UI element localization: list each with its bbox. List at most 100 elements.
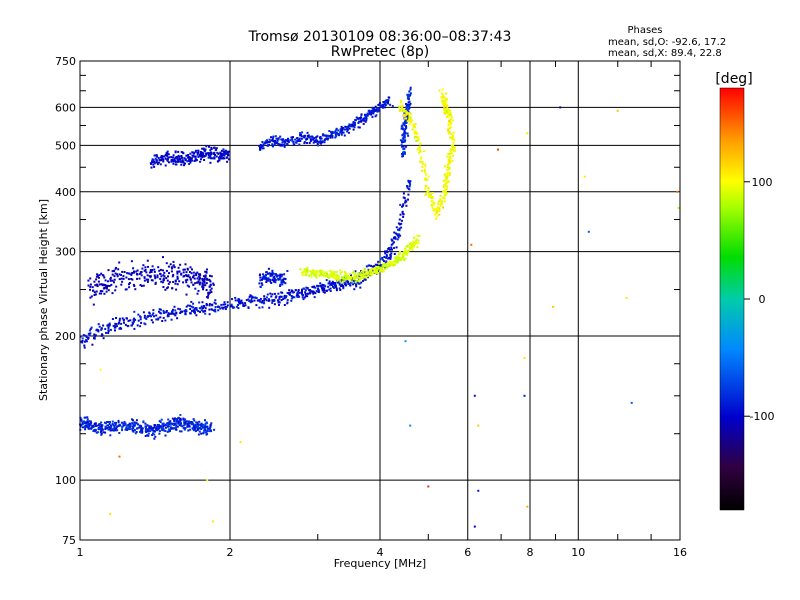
- data-point: [339, 269, 342, 272]
- data-point: [354, 273, 357, 276]
- data-point: [175, 426, 178, 429]
- data-point: [333, 284, 336, 287]
- data-point: [276, 142, 279, 145]
- data-point: [443, 103, 446, 106]
- data-point: [248, 300, 251, 302]
- data-point: [220, 149, 223, 152]
- data-point: [177, 307, 180, 310]
- data-point: [403, 124, 406, 127]
- data-point: [406, 120, 409, 123]
- data-point: [139, 318, 142, 321]
- data-point: [373, 107, 376, 110]
- data-point: [357, 276, 360, 279]
- data-point: [199, 277, 201, 280]
- data-point: [402, 138, 405, 140]
- data-point: [450, 116, 453, 119]
- data-point: [283, 296, 286, 298]
- data-point: [210, 151, 212, 154]
- data-point: [144, 266, 147, 269]
- data-point: [167, 282, 170, 285]
- colorbar-tick-label: -100: [750, 410, 775, 423]
- data-point: [408, 106, 411, 109]
- data-point: [99, 368, 102, 371]
- data-point: [410, 113, 413, 116]
- data-point: [281, 141, 284, 144]
- data-point: [102, 324, 105, 327]
- data-point: [341, 283, 344, 286]
- data-point: [336, 132, 339, 135]
- data-point: [401, 210, 404, 213]
- data-point: [364, 278, 367, 281]
- data-point: [300, 291, 303, 294]
- data-point: [202, 152, 205, 155]
- data-point: [352, 272, 355, 275]
- data-point: [261, 301, 264, 304]
- data-point: [138, 277, 141, 280]
- data-point: [435, 208, 438, 211]
- data-point: [290, 295, 293, 297]
- data-point: [146, 430, 149, 433]
- data-point: [414, 129, 417, 132]
- data-point: [377, 108, 380, 111]
- data-point: [130, 273, 133, 276]
- data-point: [452, 131, 455, 134]
- data-point: [353, 121, 356, 124]
- data-point: [234, 299, 237, 302]
- data-point: [111, 273, 114, 276]
- data-point: [327, 285, 330, 288]
- data-point: [398, 218, 401, 221]
- data-point: [83, 420, 86, 423]
- data-point: [266, 272, 269, 275]
- data-point: [178, 155, 181, 158]
- data-point: [371, 265, 374, 268]
- data-point: [449, 127, 452, 130]
- data-point: [445, 177, 448, 180]
- data-point: [442, 190, 445, 193]
- data-point: [443, 101, 446, 104]
- data-point: [214, 306, 217, 309]
- data-point: [397, 236, 400, 239]
- data-point: [303, 142, 306, 145]
- data-point: [201, 147, 204, 150]
- data-point: [452, 119, 455, 122]
- data-point: [187, 154, 190, 156]
- x-tick-label: 1: [77, 546, 84, 559]
- data-point: [408, 94, 411, 97]
- data-point: [337, 129, 340, 132]
- data-point: [407, 134, 410, 137]
- data-point: [279, 135, 282, 138]
- data-point: [441, 200, 444, 203]
- data-point: [125, 428, 128, 431]
- data-point: [445, 92, 447, 95]
- data-point: [319, 140, 322, 143]
- data-point: [404, 340, 407, 343]
- data-point: [199, 274, 202, 277]
- data-point: [208, 285, 211, 288]
- data-point: [405, 245, 408, 248]
- data-point: [106, 286, 108, 289]
- data-point: [318, 274, 321, 277]
- data-point: [154, 282, 157, 285]
- data-point: [187, 420, 190, 423]
- data-point: [105, 331, 107, 334]
- data-point: [122, 275, 125, 278]
- data-point: [362, 122, 365, 125]
- data-point: [161, 281, 164, 284]
- data-point: [110, 425, 113, 428]
- data-point: [204, 148, 207, 151]
- data-point: [378, 107, 381, 110]
- data-point: [171, 267, 173, 270]
- data-point: [208, 152, 210, 155]
- data-point: [190, 272, 193, 275]
- data-point: [199, 155, 202, 158]
- data-point: [424, 185, 427, 188]
- data-point: [449, 136, 452, 139]
- data-point: [148, 425, 151, 428]
- data-point: [241, 301, 244, 304]
- data-point: [389, 103, 392, 106]
- data-point: [157, 266, 160, 269]
- data-point: [407, 119, 410, 122]
- data-point: [616, 109, 619, 112]
- data-point: [162, 160, 165, 163]
- data-point: [186, 274, 188, 277]
